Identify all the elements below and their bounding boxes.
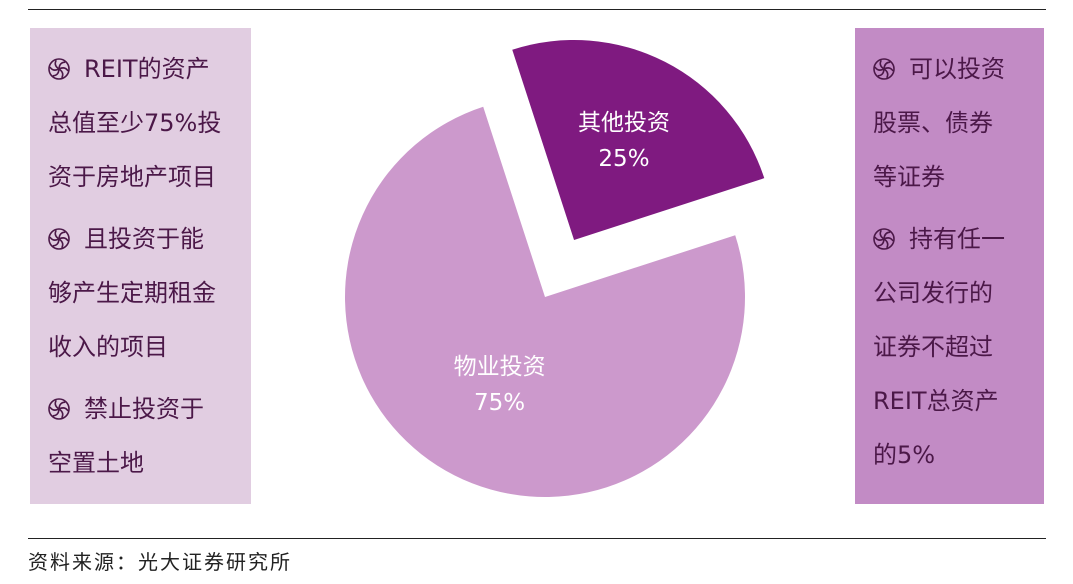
bottom-rule xyxy=(28,538,1046,539)
bullet-text-line: 可以投资 xyxy=(873,42,1044,96)
bullet-text: 公司发行的 xyxy=(873,279,993,307)
right-panel: 可以投资股票、债券等证券持有任一公司发行的证券不超过 REIT总资产 的5% xyxy=(855,28,1044,504)
slice-value-label: 25% xyxy=(598,146,649,172)
bullet-text-line: 且投资于能 xyxy=(48,212,251,266)
bullet-text-line: 股票、债券 xyxy=(873,96,1044,150)
left-panel: REIT的资产总值至少75%投 资于房地产项目且投资于能够产生定期租金 收入的项目禁… xyxy=(30,28,251,504)
bullet-text-line: 的5% xyxy=(873,428,1044,482)
bullet-text-line: REIT的资产 xyxy=(48,42,251,96)
bullet-text-line: REIT总资产 xyxy=(873,374,1044,428)
slice-value-label: 75% xyxy=(474,390,525,416)
bullet-text: REIT的资产 xyxy=(84,55,210,83)
bullet-text: 等证券 xyxy=(873,163,945,191)
bullet-text: 持有任一 xyxy=(909,225,1005,253)
bullet-text-line: 公司发行的 xyxy=(873,266,1044,320)
bullet-text: 资于房地产项目 xyxy=(48,163,216,191)
spiral-bullet-icon xyxy=(48,398,70,420)
bullet-text: 且投资于能 xyxy=(84,225,204,253)
bullet-text: 空置土地 xyxy=(48,449,144,477)
bullet-text-line: 总值至少75%投 xyxy=(48,96,251,150)
bullet-text: 总值至少75%投 xyxy=(48,109,222,137)
bullet-item: 持有任一公司发行的证券不超过 REIT总资产 的5% xyxy=(873,212,1044,482)
bullet-text: 的5% xyxy=(873,441,936,469)
bullet-text: 可以投资 xyxy=(909,55,1005,83)
bullet-text: 收入的项目 xyxy=(48,333,168,361)
bullet-item: 且投资于能够产生定期租金 收入的项目 xyxy=(48,212,251,374)
slice-label: 其他投资 xyxy=(578,110,670,136)
spiral-bullet-icon xyxy=(48,58,70,80)
bullet-item: 禁止投资于空置土地 xyxy=(48,382,251,490)
bullet-item: 可以投资股票、债券等证券 xyxy=(873,42,1044,204)
source-note: 资料来源：光大证券研究所 xyxy=(28,550,292,574)
pie-slice-2 xyxy=(512,39,765,240)
slice-label: 物业投资 xyxy=(454,354,546,380)
bullet-text: REIT总资产 xyxy=(873,387,999,415)
bullet-text-line: 资于房地产项目 xyxy=(48,150,251,204)
bullet-text: 证券不超过 xyxy=(873,333,993,361)
spiral-bullet-icon xyxy=(873,58,895,80)
bullet-text-line: 禁止投资于 xyxy=(48,382,251,436)
bullet-text-line: 空置土地 xyxy=(48,436,251,490)
bullet-text-line: 够产生定期租金 xyxy=(48,266,251,320)
spiral-bullet-icon xyxy=(48,228,70,250)
bullet-text-line: 等证券 xyxy=(873,150,1044,204)
bullet-text: 够产生定期租金 xyxy=(48,279,216,307)
bullet-text: 股票、债券 xyxy=(873,109,993,137)
bullet-text-line: 收入的项目 xyxy=(48,320,251,374)
bullet-text: 禁止投资于 xyxy=(84,395,204,423)
bullet-item: REIT的资产总值至少75%投 资于房地产项目 xyxy=(48,42,251,204)
top-rule xyxy=(28,9,1046,10)
spiral-bullet-icon xyxy=(873,228,895,250)
bullet-text-line: 持有任一 xyxy=(873,212,1044,266)
pie-slice-1 xyxy=(344,106,745,497)
bullet-text-line: 证券不超过 xyxy=(873,320,1044,374)
